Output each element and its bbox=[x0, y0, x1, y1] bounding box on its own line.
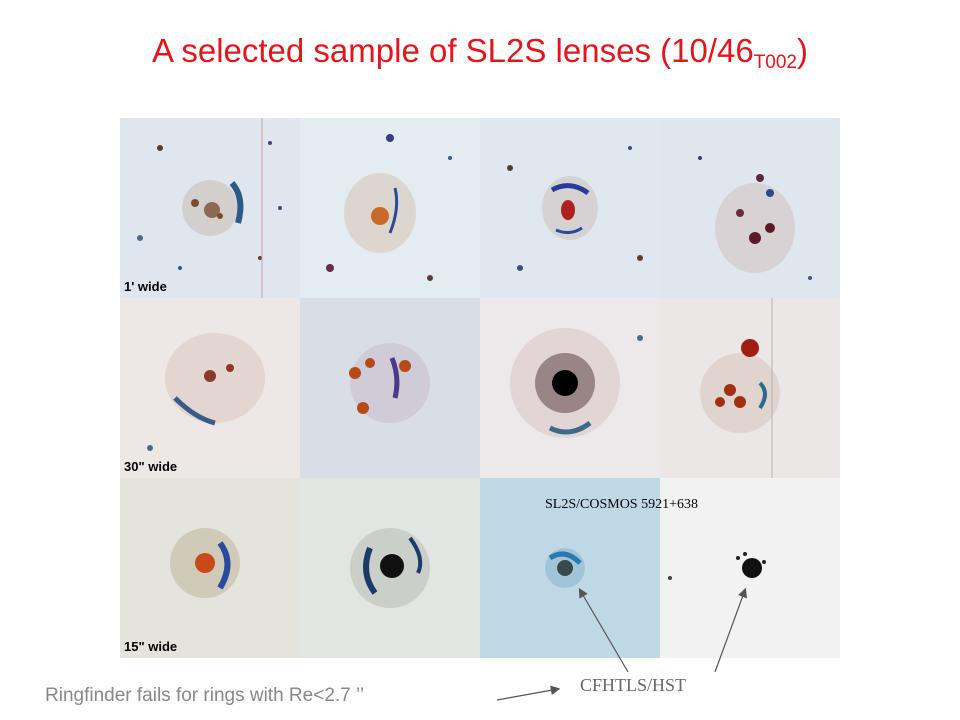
lens-image-r3c3 bbox=[480, 478, 660, 658]
lens-image-r2c3 bbox=[480, 298, 660, 478]
lens-image-r3c4 bbox=[660, 478, 840, 658]
title-main: A selected sample of SL2S lenses (10/46 bbox=[151, 32, 754, 69]
lens-image-r1c1: 1' wide bbox=[120, 118, 300, 298]
lens-image-r2c4 bbox=[660, 298, 840, 478]
inset-label: SL2S/COSMOS 5921+638 bbox=[545, 497, 698, 512]
scale-label-3: 15" wide bbox=[124, 639, 178, 654]
lens-image-r1c3 bbox=[480, 118, 660, 298]
lens-image-r2c2 bbox=[300, 298, 480, 478]
lens-image-r1c4 bbox=[660, 118, 840, 298]
lens-image-r3c1: 15" wide bbox=[120, 478, 300, 658]
lens-image-r3c2 bbox=[300, 478, 480, 658]
arrow-caption bbox=[496, 685, 561, 701]
lens-image-r2c1: 30" wide bbox=[120, 298, 300, 478]
instrument-label: CFHTLS/HST bbox=[580, 675, 687, 695]
caption-text: Ringfinder fails for rings with Re<2.7 ’… bbox=[45, 685, 365, 706]
scale-label-2: 30" wide bbox=[124, 459, 178, 474]
lens-image-grid: 1' wide bbox=[120, 118, 840, 658]
title-subscript: T002 bbox=[753, 52, 797, 73]
title-close: ) bbox=[797, 32, 808, 69]
slide-title: A selected sample of SL2S lenses (10/46T… bbox=[0, 32, 960, 74]
scale-label-1: 1' wide bbox=[124, 279, 167, 294]
lens-image-r1c2 bbox=[300, 118, 480, 298]
